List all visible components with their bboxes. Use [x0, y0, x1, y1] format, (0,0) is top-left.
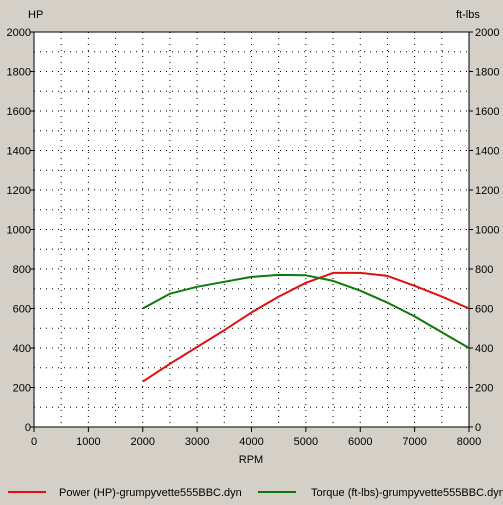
x-tick-label: 4000 — [239, 436, 263, 448]
x-tick-label: 5000 — [294, 436, 318, 448]
x-axis-label: RPM — [239, 454, 263, 466]
y-right-tick-label: 200 — [475, 383, 493, 395]
x-tick-label: 3000 — [185, 436, 209, 448]
x-tick-label: 0 — [31, 436, 37, 448]
x-tick-label: 7000 — [402, 436, 426, 448]
x-tick-label: 8000 — [457, 436, 481, 448]
legend-label: Power (HP)-grumpyvette555BBC.dyn — [59, 487, 242, 499]
y-right-tick-label: 1000 — [475, 225, 499, 237]
y-left-tick-label: 1400 — [7, 146, 31, 158]
y-left-tick-label: 1600 — [7, 106, 31, 118]
y-right-tick-label: 1400 — [475, 146, 499, 158]
x-tick-label: 6000 — [348, 436, 372, 448]
y-left-tick-label: 1000 — [7, 225, 31, 237]
y-right-tick-label: 1600 — [475, 106, 499, 118]
legend: Power (HP)-grumpyvette555BBC.dyn Torque (… — [8, 487, 503, 499]
y-left-tick-label: 600 — [13, 304, 31, 316]
x-tick-label: 2000 — [131, 436, 155, 448]
y-left-tick-label: 1200 — [7, 185, 31, 197]
y-right-tick-label: 0 — [475, 422, 481, 434]
legend-label: Torque (ft-lbs)-grumpyvette555BBC.dyn — [311, 487, 503, 499]
y-right-tick-label: 800 — [475, 264, 493, 276]
y-right-tick-label: 1800 — [475, 67, 499, 79]
y-left-tick-label: 1800 — [7, 67, 31, 79]
y-right-tick-label: 2000 — [475, 27, 499, 39]
power-series-line — [142, 271, 470, 383]
x-tick-label: 1000 — [76, 436, 100, 448]
plot-area — [34, 32, 469, 427]
y-left-tick-label: 0 — [25, 422, 31, 434]
series-lines — [142, 271, 470, 383]
y-right-tick-label: 600 — [475, 304, 493, 316]
grid — [34, 32, 469, 427]
y-right-tick-label: 1200 — [475, 185, 499, 197]
y-left-tick-label: 2000 — [7, 27, 31, 39]
torque-series-line — [142, 273, 470, 349]
y-right-tick-label: 400 — [475, 343, 493, 355]
y-left-unit-label: HP — [28, 9, 43, 21]
y-left-tick-label: 400 — [13, 343, 31, 355]
y-left-tick-label: 200 — [13, 383, 31, 395]
y-left-tick-label: 800 — [13, 264, 31, 276]
y-right-unit-label: ft-lbs — [456, 9, 480, 21]
